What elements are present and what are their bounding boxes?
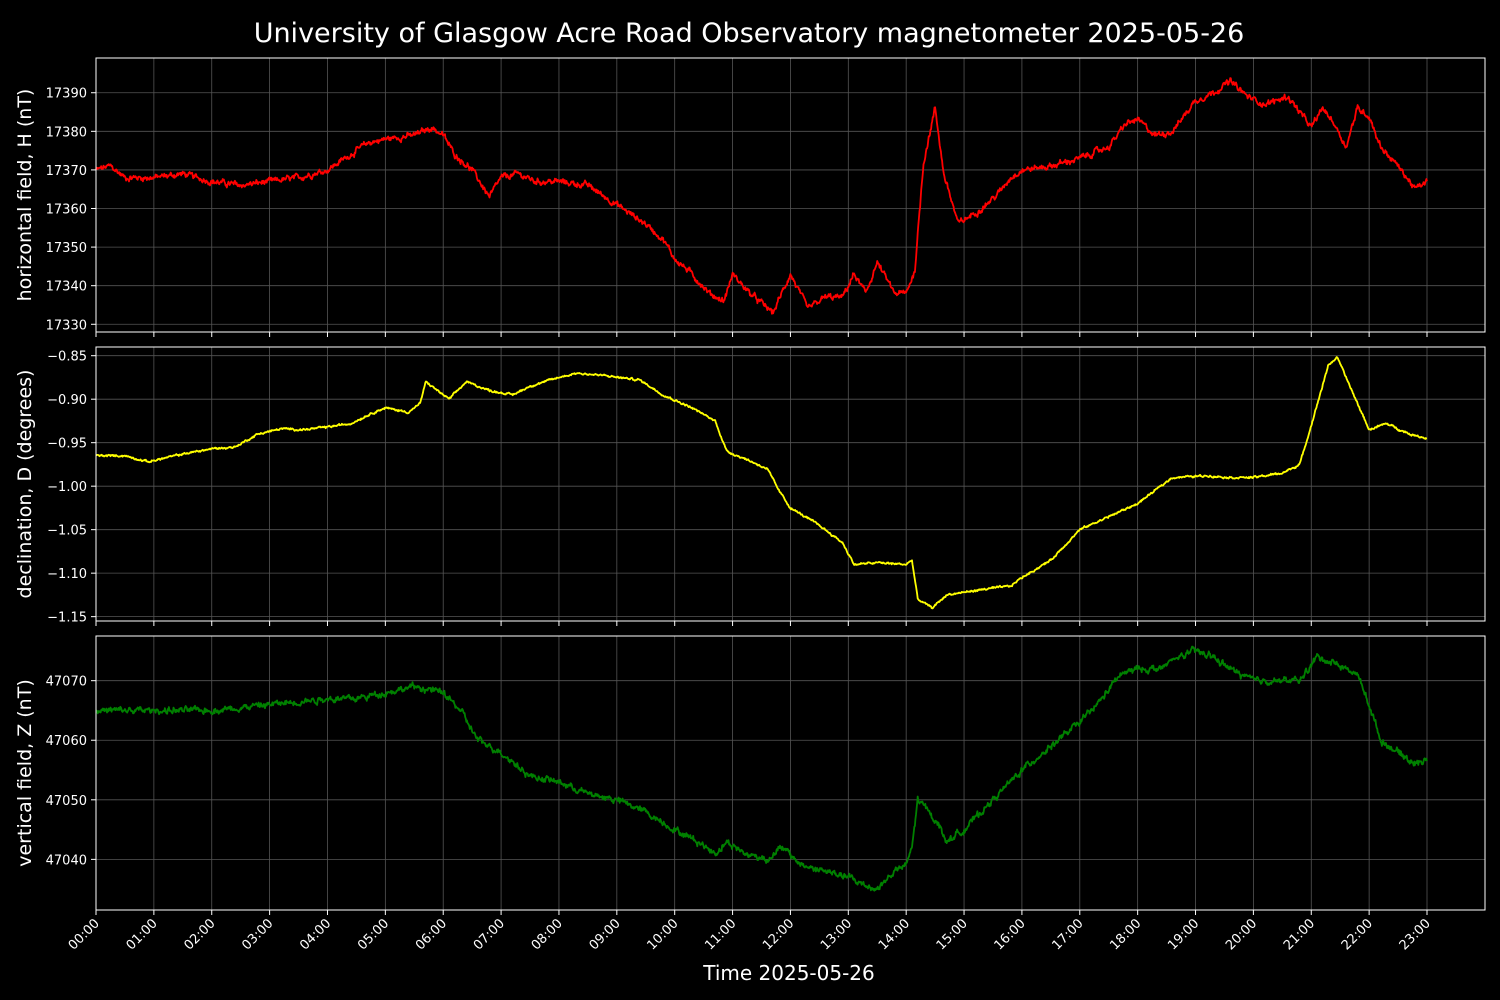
panel-2: 47040 47050 47060 47070 vertical field, Z (n… <box>14 635 1486 915</box>
y-tick-label: 17330 <box>46 318 87 333</box>
y-axis-label: declination, D (degrees) <box>14 370 36 599</box>
y-tick-label: 17340 <box>46 280 87 295</box>
y-tick-label: 17360 <box>46 203 87 218</box>
y-tick-label: −0.85 <box>47 350 87 365</box>
series-line-0 <box>95 77 1428 315</box>
y-axis-label: horizontal field, H (nT) <box>14 89 36 302</box>
y-tick-label: 47040 <box>46 853 87 868</box>
y-tick-label: −1.15 <box>47 611 87 626</box>
y-tick-label: −0.90 <box>47 393 87 408</box>
chart-title: University of Glasgow Acre Road Observat… <box>254 18 1245 49</box>
series-line-2 <box>95 645 1428 892</box>
panel-frame <box>95 635 1486 911</box>
series-line-1 <box>95 356 1428 610</box>
y-tick-label: 47050 <box>46 794 87 809</box>
y-axis-label: vertical field, Z (nT) <box>14 679 36 867</box>
y-tick-label: 47060 <box>46 734 87 749</box>
x-axis-label: Time 2025-05-26 <box>702 961 875 985</box>
y-tick-label: −1.00 <box>47 480 87 495</box>
panel-frame <box>95 57 1486 333</box>
panel-frame <box>95 346 1486 622</box>
y-tick-label: 47070 <box>46 675 87 690</box>
panel-1: −1.15 −1.10 −1.05 −1.00 −0.95 −0.90 −0.85 decli… <box>14 346 1486 626</box>
y-tick-label: −0.95 <box>47 437 87 452</box>
y-tick-label: 17390 <box>46 87 87 102</box>
y-tick-label: −1.10 <box>47 567 87 582</box>
y-tick-label: 17350 <box>46 241 87 256</box>
y-tick-label: −1.05 <box>47 524 87 539</box>
y-tick-label: 17380 <box>46 125 87 140</box>
panel-0: 17330 17340 17350 17360 17370 17380 17390 horiz… <box>14 57 1486 337</box>
y-tick-label: 17370 <box>46 164 87 179</box>
